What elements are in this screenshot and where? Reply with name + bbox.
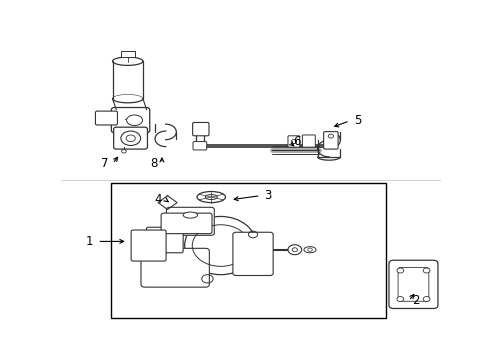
- Text: 1: 1: [86, 235, 94, 248]
- Circle shape: [288, 245, 302, 255]
- FancyBboxPatch shape: [131, 230, 166, 261]
- Circle shape: [397, 268, 404, 273]
- FancyBboxPatch shape: [96, 111, 118, 125]
- Circle shape: [121, 131, 141, 145]
- FancyBboxPatch shape: [302, 135, 315, 147]
- Text: 6: 6: [293, 135, 300, 148]
- FancyBboxPatch shape: [324, 132, 338, 149]
- FancyBboxPatch shape: [114, 127, 147, 149]
- Ellipse shape: [197, 192, 225, 203]
- FancyBboxPatch shape: [167, 207, 214, 235]
- Ellipse shape: [205, 194, 218, 199]
- Circle shape: [126, 135, 135, 141]
- FancyBboxPatch shape: [288, 136, 300, 147]
- Text: 8: 8: [150, 157, 158, 170]
- FancyBboxPatch shape: [193, 122, 209, 136]
- FancyBboxPatch shape: [161, 213, 212, 234]
- Text: 3: 3: [265, 189, 272, 202]
- FancyBboxPatch shape: [111, 108, 150, 133]
- Ellipse shape: [126, 115, 143, 126]
- Bar: [121, 51, 135, 57]
- Ellipse shape: [185, 216, 257, 275]
- FancyBboxPatch shape: [147, 227, 183, 253]
- Circle shape: [423, 268, 430, 273]
- FancyBboxPatch shape: [398, 267, 429, 301]
- Circle shape: [397, 297, 404, 302]
- Ellipse shape: [183, 212, 197, 218]
- Text: 4: 4: [154, 193, 162, 206]
- Circle shape: [122, 150, 126, 153]
- Circle shape: [292, 248, 297, 252]
- Text: 2: 2: [413, 294, 420, 307]
- FancyBboxPatch shape: [389, 260, 438, 309]
- FancyBboxPatch shape: [193, 141, 207, 150]
- FancyBboxPatch shape: [141, 248, 209, 287]
- FancyBboxPatch shape: [233, 232, 273, 275]
- Circle shape: [308, 248, 312, 251]
- Ellipse shape: [304, 247, 316, 253]
- Bar: [111, 183, 386, 318]
- Circle shape: [423, 297, 430, 302]
- Text: 5: 5: [354, 114, 361, 127]
- Text: 7: 7: [101, 157, 109, 170]
